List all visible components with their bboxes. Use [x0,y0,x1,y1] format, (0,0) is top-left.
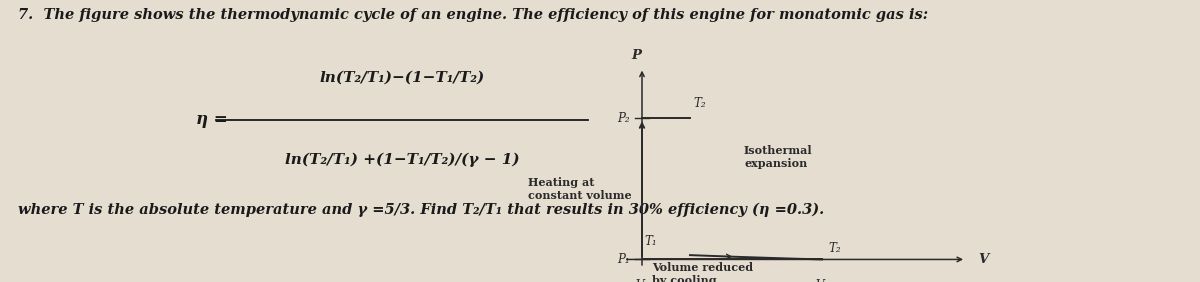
Text: P₁: P₁ [617,253,630,266]
Text: where T is the absolute temperature and γ =5/3. Find T₂/T₁ that results in 30% e: where T is the absolute temperature and … [18,203,824,217]
Text: Heating at
constant volume: Heating at constant volume [528,177,631,201]
Text: Isothermal
expansion: Isothermal expansion [744,146,812,169]
Text: P: P [631,49,641,62]
Text: Volume reduced
by cooling: Volume reduced by cooling [652,262,752,282]
Text: ln(T₂/T₁) +(1−T₁/T₂)/(γ − 1): ln(T₂/T₁) +(1−T₁/T₂)/(γ − 1) [284,152,520,167]
Text: 7.  The figure shows the thermodynamic cycle of an engine. The efficiency of thi: 7. The figure shows the thermodynamic cy… [18,8,928,23]
Text: V₂: V₂ [815,279,829,282]
Text: P₂: P₂ [617,112,630,125]
Text: η =: η = [197,111,228,128]
Text: ln(T₂/T₁)−(1−T₁/T₂): ln(T₂/T₁)−(1−T₁/T₂) [319,70,485,85]
Text: T₁: T₁ [644,235,658,248]
Text: V: V [978,253,989,266]
Text: V₁: V₁ [635,279,649,282]
Text: T₂: T₂ [828,242,841,255]
Text: T₂: T₂ [694,97,707,110]
